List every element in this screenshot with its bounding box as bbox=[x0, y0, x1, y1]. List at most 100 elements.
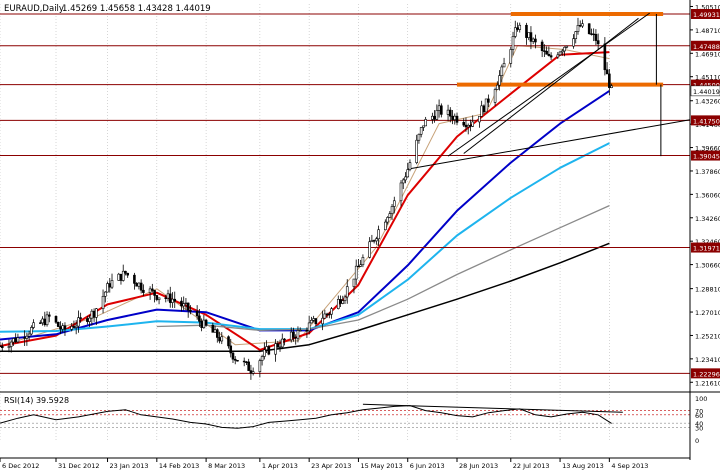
trendline bbox=[463, 17, 639, 154]
price-tick-label: 1.48710 bbox=[695, 27, 720, 35]
candle-body bbox=[328, 313, 331, 316]
candle-body bbox=[61, 325, 65, 330]
ma-line-ma200 bbox=[156, 205, 610, 332]
level-label-box bbox=[691, 150, 720, 161]
candle-body bbox=[216, 329, 219, 338]
candle-body bbox=[310, 319, 313, 324]
candle-body bbox=[247, 361, 250, 371]
price-tick-label: 1.21610 bbox=[695, 379, 720, 387]
candle-body bbox=[245, 361, 248, 363]
candle-body bbox=[265, 346, 268, 351]
rsi-tick-label: 40 bbox=[695, 420, 703, 428]
time-tick-label: 6 Dec 2012 bbox=[2, 462, 39, 470]
candle-body bbox=[563, 46, 566, 52]
candle-body bbox=[296, 330, 300, 339]
candle-body bbox=[509, 49, 513, 64]
candle-body bbox=[195, 310, 199, 317]
candle-body bbox=[168, 293, 172, 303]
candle-body bbox=[166, 293, 170, 299]
level-label: 1.39045 bbox=[693, 153, 720, 161]
candle-body bbox=[30, 327, 33, 335]
candle-body bbox=[249, 370, 253, 374]
candle-body bbox=[590, 33, 593, 35]
time-tick-label: 8 Mar 2013 bbox=[208, 462, 245, 470]
candle-body bbox=[343, 296, 347, 301]
time-tick-label: 23 Jan 2013 bbox=[110, 462, 149, 470]
candle-body bbox=[451, 115, 454, 120]
candle-body bbox=[45, 314, 49, 326]
candle-body bbox=[171, 298, 174, 303]
candle-body bbox=[229, 345, 233, 354]
candle-body bbox=[103, 291, 107, 297]
rsi-panel bbox=[0, 403, 690, 429]
candle-body bbox=[516, 27, 519, 30]
candle-body bbox=[493, 89, 497, 103]
price-tick-label: 1.46910 bbox=[695, 50, 720, 58]
candle-body bbox=[561, 50, 564, 53]
candle-body bbox=[16, 337, 20, 343]
candle-body bbox=[487, 98, 490, 103]
candle-body bbox=[469, 125, 472, 127]
candle-body bbox=[227, 336, 230, 347]
candle-body bbox=[126, 272, 129, 276]
candle-body bbox=[478, 115, 481, 123]
candle-body bbox=[25, 335, 29, 339]
candle-body bbox=[419, 127, 423, 135]
candle-body bbox=[119, 273, 123, 281]
candle-body bbox=[231, 352, 235, 360]
candle-body bbox=[314, 318, 318, 325]
candle-body bbox=[513, 27, 517, 37]
candle-body bbox=[581, 23, 584, 27]
candle-body bbox=[357, 265, 360, 268]
candle-body bbox=[155, 295, 159, 300]
time-tick-label: 22 Jul 2013 bbox=[513, 462, 550, 470]
candle-body bbox=[464, 124, 468, 128]
price-tick-label: 1.25210 bbox=[695, 332, 720, 340]
ma-line-ma365 bbox=[0, 242, 610, 352]
candle-body bbox=[186, 302, 190, 311]
candle-body bbox=[388, 213, 392, 218]
level-label: 1.31971 bbox=[693, 245, 720, 253]
candle-body bbox=[592, 33, 595, 36]
candle-body bbox=[596, 40, 600, 45]
candle-body bbox=[368, 241, 371, 258]
candle-body bbox=[251, 371, 255, 374]
candle-body bbox=[142, 289, 145, 293]
rsi-tick-label: 100 bbox=[695, 395, 707, 403]
time-tick-label: 4 Sep 2013 bbox=[611, 462, 648, 470]
candle-body bbox=[157, 297, 161, 300]
candle-body bbox=[408, 162, 412, 170]
candle-body bbox=[305, 330, 309, 332]
candle-body bbox=[453, 115, 457, 120]
candle-body bbox=[133, 274, 136, 284]
candle-body bbox=[0, 345, 2, 348]
candle-body bbox=[110, 280, 114, 288]
candle-body bbox=[312, 318, 315, 321]
level-label-box bbox=[691, 79, 720, 90]
candle-body bbox=[276, 343, 280, 348]
price-tick-label: 1.50510 bbox=[695, 3, 720, 11]
price-tick-label: 1.45110 bbox=[695, 74, 720, 82]
candle-body bbox=[92, 310, 96, 318]
candle-body bbox=[547, 53, 551, 56]
time-tick-label: 31 Dec 2012 bbox=[58, 462, 100, 470]
candle-body bbox=[153, 290, 156, 296]
candle-body bbox=[466, 125, 470, 128]
level-label-box bbox=[691, 40, 720, 51]
candle-body bbox=[198, 315, 201, 322]
candle-body bbox=[558, 51, 562, 56]
candle-body bbox=[527, 32, 531, 38]
candle-body bbox=[502, 63, 506, 68]
candle-body bbox=[204, 319, 208, 326]
candle-body bbox=[543, 50, 546, 52]
price-tick-label: 1.27010 bbox=[695, 309, 720, 317]
candle-body bbox=[242, 360, 246, 363]
candle-body bbox=[56, 321, 60, 327]
candle-body bbox=[63, 325, 67, 330]
candle-body bbox=[511, 36, 515, 50]
candle-body bbox=[359, 264, 362, 267]
candle-body bbox=[278, 346, 282, 349]
